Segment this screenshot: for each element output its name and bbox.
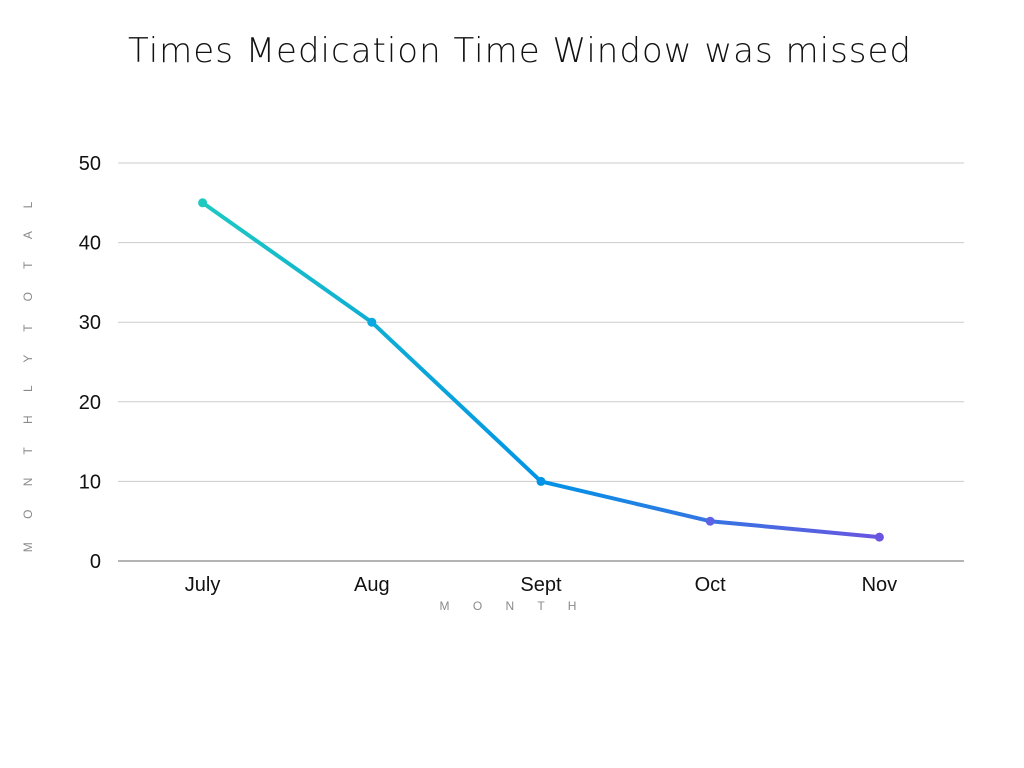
y-tick-label-50: 50 [79, 153, 101, 175]
y-tick-label-20: 20 [79, 392, 101, 414]
data-point-sept [536, 476, 546, 486]
x-tick-label-oct: Oct [695, 574, 727, 596]
y-tick-label-10: 10 [79, 471, 101, 493]
chart-title: Times Medication Time Window was missed [128, 31, 912, 71]
y-tick-label-40: 40 [79, 233, 101, 255]
x-axis-title: M O N T H [440, 599, 587, 613]
y-axis-title: M O N T H L Y T O T A L [21, 192, 35, 553]
data-point-july [198, 198, 208, 208]
x-tick-label-sept: Sept [520, 574, 562, 596]
x-axis-ticks: July Aug Sept Oct Nov [185, 574, 897, 596]
gridlines [118, 162, 964, 562]
data-point-aug [367, 317, 377, 327]
x-tick-label-july: July [185, 574, 221, 596]
data-point-nov [874, 532, 884, 542]
y-tick-label-0: 0 [90, 551, 101, 573]
series-line-0 [200, 200, 882, 540]
series-line-group [198, 198, 884, 542]
x-tick-label-nov: Nov [862, 574, 898, 596]
y-tick-label-30: 30 [79, 312, 101, 334]
data-point-oct [705, 516, 715, 526]
x-tick-label-aug: Aug [354, 574, 390, 596]
y-axis-ticks: 0 10 20 30 40 50 [79, 153, 101, 573]
